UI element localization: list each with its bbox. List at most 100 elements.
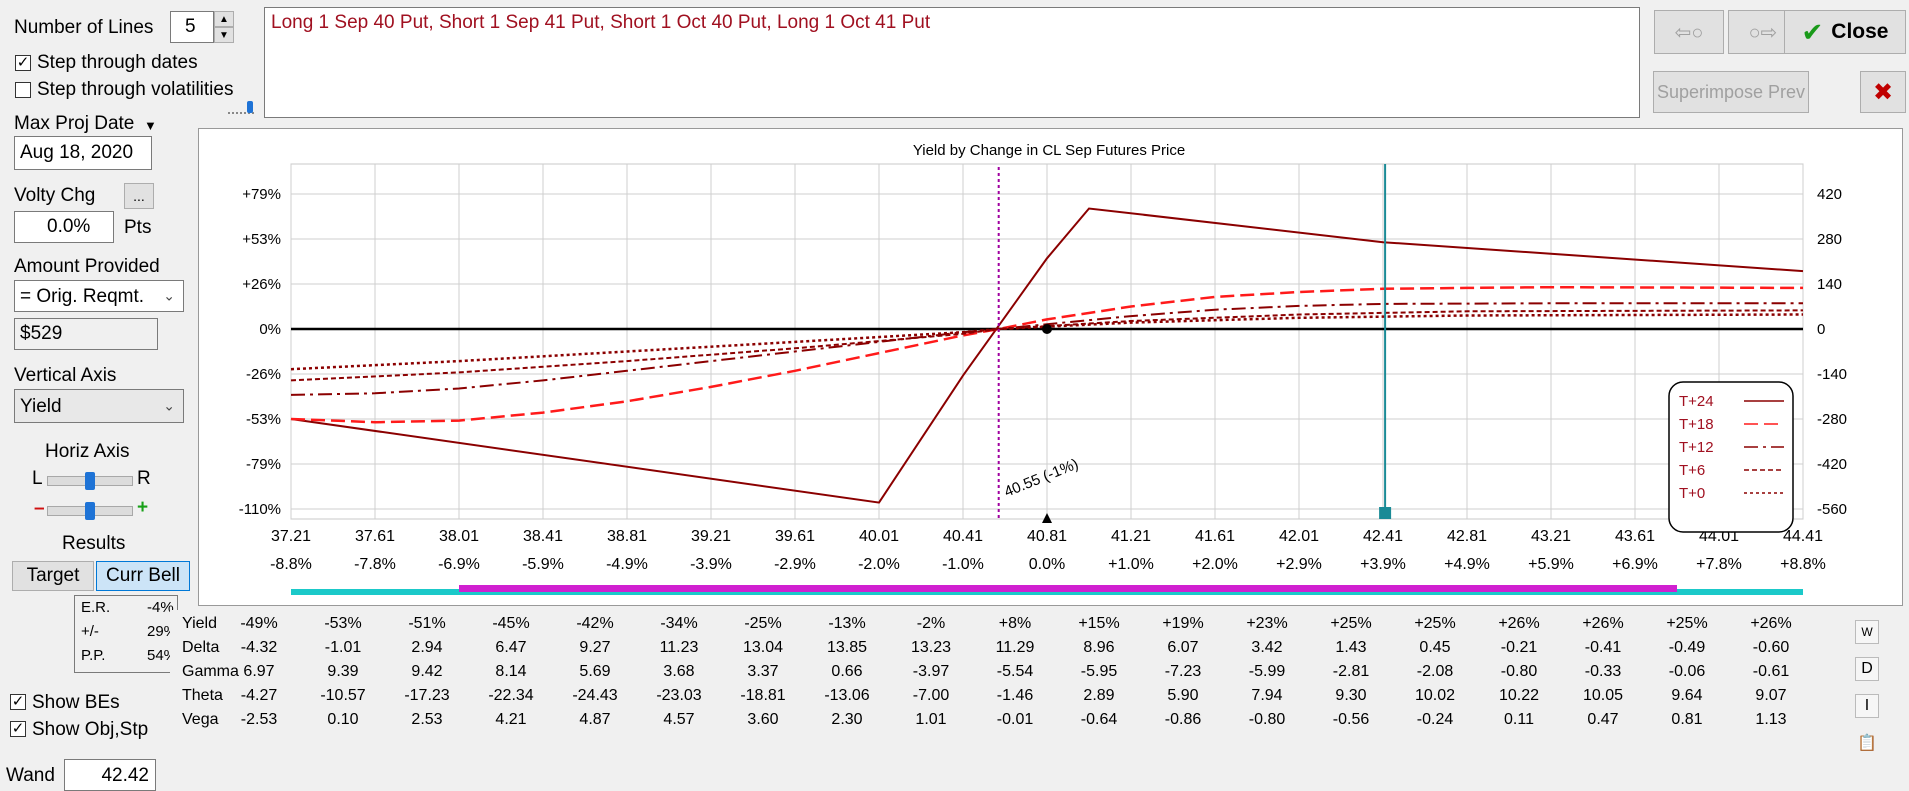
horiz-axis-label: Horiz Axis [45, 441, 130, 462]
curr-bell-button[interactable]: Curr Bell [96, 561, 190, 591]
greeks-row-label: Delta [182, 639, 220, 656]
back-arrow-button[interactable]: ⇦○ [1654, 10, 1724, 54]
close-button[interactable]: ✔ Close [1784, 10, 1906, 54]
max-proj-date-label[interactable]: Max Proj Date [14, 113, 135, 134]
greeks-cell: -1.46 [996, 687, 1034, 704]
x-pct-tick-label: +8.8% [1780, 556, 1826, 573]
greeks-cell: 8.14 [495, 663, 527, 680]
cancel-button[interactable]: ✖ [1860, 71, 1906, 113]
d-icon[interactable]: D [1855, 657, 1879, 681]
number-of-lines-down[interactable]: ▼ [214, 27, 234, 43]
greeks-cell: -0.80 [1500, 663, 1538, 680]
greeks-cell: -7.00 [912, 687, 950, 704]
greeks-cell: -18.81 [740, 687, 786, 704]
greeks-cell: -1.01 [324, 639, 362, 656]
greeks-cell: 5.69 [579, 663, 611, 680]
y-left-tick-label: +79% [242, 186, 281, 203]
x-pct-tick-label: +4.9% [1444, 556, 1490, 573]
volty-chg-unit: Pts [124, 217, 152, 238]
x-pct-tick-label: -6.9% [438, 556, 480, 573]
greeks-cell: 3.60 [747, 711, 779, 728]
wand-input[interactable]: 42.42 [64, 759, 156, 791]
zoom-minus[interactable]: – [34, 498, 45, 519]
greeks-cell: 11.23 [659, 639, 699, 656]
volty-chg-label: Volty Chg [14, 185, 96, 206]
greeks-cell: 6.07 [1167, 639, 1199, 656]
greeks-cell: -0.33 [1584, 663, 1622, 680]
greeks-cell: +26% [1498, 615, 1540, 632]
x-tick-label: 43.61 [1615, 528, 1655, 545]
greeks-cell: 1.13 [1755, 711, 1787, 728]
greeks-cell: +23% [1246, 615, 1288, 632]
y-left-tick-label: +53% [242, 231, 281, 248]
greeks-cell: -2.81 [1332, 663, 1370, 680]
greeks-cell: 13.23 [910, 639, 952, 656]
show-bes-checkbox[interactable]: ✓ [10, 693, 26, 710]
greeks-cell: -13% [828, 615, 866, 632]
x-pct-tick-label: -7.8% [354, 556, 396, 573]
greeks-cell: 10.02 [1414, 687, 1456, 704]
show-obj-checkbox[interactable]: ✓ [10, 720, 26, 737]
target-button[interactable]: Target [12, 561, 94, 591]
clipboard-icon[interactable]: 📋 [1857, 735, 1877, 752]
greeks-cell: -42% [576, 615, 614, 632]
greeks-cell: 10.22 [1498, 687, 1540, 704]
step-volatilities-checkbox[interactable] [15, 82, 31, 98]
x-pct-tick-label: -2.9% [774, 556, 816, 573]
y-right-tick-label: -280 [1817, 411, 1847, 428]
legend-label: T+18 [1679, 416, 1714, 433]
x-pct-tick-label: +1.0% [1108, 556, 1154, 573]
w-icon[interactable]: W [1855, 620, 1879, 644]
x-pct-tick-label: -3.9% [690, 556, 732, 573]
x-pct-tick-label: -2.0% [858, 556, 900, 573]
step-volatilities-label: Step through volatilities [37, 79, 234, 100]
greeks-row-label: Vega [182, 711, 219, 728]
greeks-cell: -0.60 [1752, 639, 1790, 656]
number-of-lines-up[interactable]: ▲ [214, 11, 234, 27]
legend-label: T+0 [1679, 485, 1705, 502]
y-right-tick-label: 420 [1817, 186, 1842, 203]
y-right-tick-label: -560 [1817, 501, 1847, 518]
greeks-cell: 0.66 [831, 663, 863, 680]
show-bes-label: Show BEs [32, 692, 120, 713]
greeks-cell: +25% [1666, 615, 1708, 632]
x-tick-label: 42.81 [1447, 528, 1487, 545]
y-left-tick-label: -53% [246, 411, 281, 428]
volty-chg-more-button[interactable]: ... [124, 183, 154, 209]
i-icon[interactable]: I [1855, 694, 1879, 718]
x-tick-label: 41.21 [1111, 528, 1151, 545]
greeks-cell: 13.04 [742, 639, 784, 656]
greeks-cell: -22.34 [488, 687, 534, 704]
volty-chg-input[interactable]: 0.0% [14, 211, 114, 243]
position-description[interactable]: Long 1 Sep 40 Put, Short 1 Sep 41 Put, S… [264, 7, 1640, 118]
resize-handle[interactable] [228, 104, 254, 114]
yield-chart[interactable]: 37.21 -8.8% 37.61 -7.8% 38.01 -6.9% 38.41 -5.9%… [199, 129, 1902, 605]
x-tick-label: 42.01 [1279, 528, 1319, 545]
max-proj-date-input[interactable]: Aug 18, 2020 [14, 136, 152, 170]
current-price-triangle [1042, 513, 1052, 523]
current-price-dot [1042, 324, 1052, 334]
x-pct-tick-label: -4.9% [606, 556, 648, 573]
resize-handle-thumb[interactable] [247, 101, 253, 113]
greeks-cell: -3.97 [912, 663, 950, 680]
greeks-cell: 8.96 [1083, 639, 1115, 656]
horiz-left-slider-thumb[interactable] [85, 472, 95, 490]
amount-provided-select[interactable]: = Orig. Reqmt. ⌄ [14, 280, 184, 312]
greeks-cell: 5.90 [1167, 687, 1199, 704]
chevron-down-icon[interactable]: ▼ [144, 118, 157, 133]
y-right-tick-label: 280 [1817, 231, 1842, 248]
chart-legend: T+24 T+18 T+12 T+6 T+0 [1668, 381, 1794, 533]
number-of-lines-input[interactable]: 5 [170, 11, 214, 43]
chart-series [290, 207, 1804, 504]
greeks-cell: -4.27 [240, 687, 278, 704]
step-dates-checkbox[interactable]: ✓ [15, 54, 31, 71]
vertical-axis-select[interactable]: Yield ⌄ [14, 389, 184, 423]
chart-title: Yield by Change in CL Sep Futures Price [913, 142, 1185, 159]
results-label: Results [62, 533, 126, 554]
greeks-cell: +26% [1750, 615, 1792, 632]
superimpose-prev-button[interactable]: Superimpose Prev [1653, 71, 1809, 113]
greeks-cell: -5.99 [1248, 663, 1286, 680]
zoom-plus[interactable]: + [137, 497, 149, 518]
chart-bands [291, 585, 1803, 595]
horiz-zoom-slider-thumb[interactable] [85, 502, 95, 520]
